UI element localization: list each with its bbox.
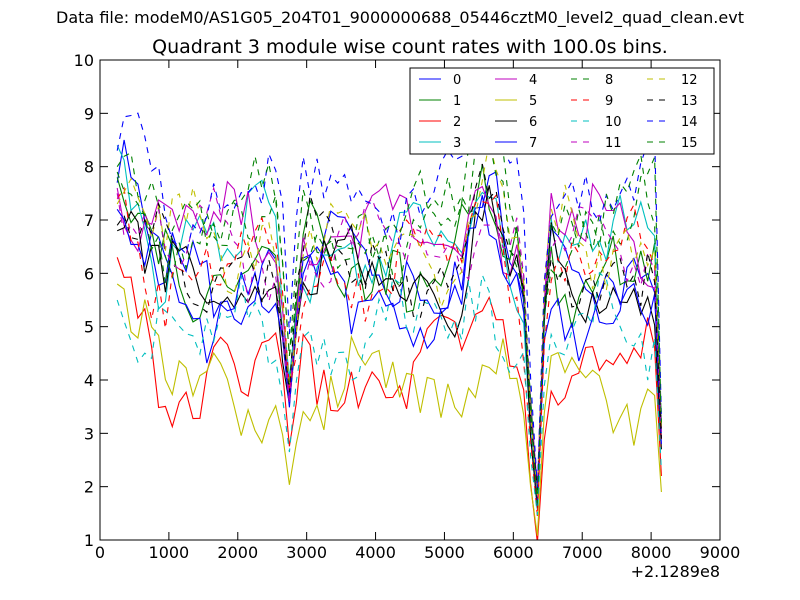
legend-label-5: 5 [529,94,537,109]
legend-label-15: 15 [681,136,698,151]
y-tick-label: 7 [84,211,94,230]
legend-label-8: 8 [605,73,613,88]
legend-label-3: 3 [453,136,461,151]
y-tick-label: 1 [84,531,94,550]
legend-label-9: 9 [605,94,613,109]
suptitle: Data file: modeM0/AS1G05_204T01_90000006… [56,8,744,27]
y-tick-label: 9 [84,104,94,123]
x-tick-label: 8000 [631,543,672,562]
chart-title: Quadrant 3 module wise count rates with … [152,36,668,58]
legend-label-0: 0 [453,73,461,88]
series-line-15 [116,132,662,503]
legend-label-13: 13 [681,94,698,109]
y-tick-label: 10 [74,51,94,70]
x-tick-label: 3000 [286,543,327,562]
series-line-5 [116,283,662,536]
series-line-12 [116,142,662,496]
series-line-6 [116,185,662,509]
axes-frame [99,59,721,541]
series-line-9 [116,186,662,517]
y-tick-label: 5 [84,318,94,337]
legend-label-12: 12 [681,73,698,88]
x-tick-label: 2000 [217,543,258,562]
y-tick-label: 3 [84,424,94,443]
x-offset-label: +2.1289e8 [631,562,720,581]
y-tick-label: 2 [84,478,94,497]
x-tick-label: 9000 [700,543,741,562]
legend-label-7: 7 [529,136,537,151]
y-tick-label: 6 [84,264,94,283]
series-line-0 [116,139,662,507]
y-tick-label: 8 [84,158,94,177]
legend-label-4: 4 [529,73,537,88]
series-line-1 [116,164,662,495]
x-tick-label: 4000 [355,543,396,562]
legend-label-14: 14 [681,115,698,130]
series-line-14 [116,83,662,489]
x-tick-label: 0 [95,543,105,562]
legend-label-11: 11 [605,136,622,151]
x-tick-label: 6000 [493,543,534,562]
x-tick-label: 5000 [424,543,465,562]
series-line-4 [116,180,662,487]
legend-label-10: 10 [605,115,622,130]
legend-label-6: 6 [529,115,537,130]
x-tick-label: 7000 [562,543,603,562]
series-line-8 [116,132,662,501]
legend-label-2: 2 [453,115,461,130]
legend-box [409,67,715,155]
series-line-10 [116,271,662,515]
y-tick-label: 4 [84,371,94,390]
legend-label-1: 1 [453,94,461,109]
x-tick-label: 1000 [149,543,190,562]
series-line-7 [116,195,662,501]
